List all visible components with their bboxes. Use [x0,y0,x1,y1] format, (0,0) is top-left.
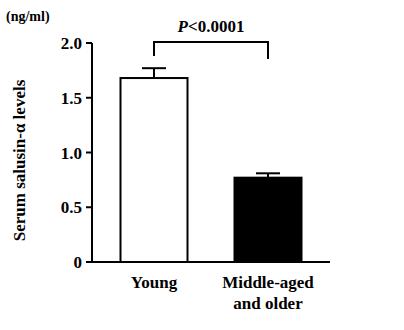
annotation: P<0.0001 [177,17,245,36]
y-tick [86,42,92,44]
chart: 0 0.5 1.0 1.5 2.0 Serum salusin-α levels (ng/m… [0,0,404,330]
y-axis-label: Serum salusin-α levels [10,79,29,241]
x-tick-label-line: Middle-aged [222,273,314,292]
y-tick [86,97,92,99]
bar [121,78,188,262]
error-bar [153,68,155,78]
bar [235,178,302,262]
error-cap [142,67,166,69]
significance-bracket [154,42,268,59]
y-tick-label: 1.5 [61,89,82,108]
y-tick [86,206,92,208]
x-tick-label-line: and older [233,294,303,313]
annotation-part: P [177,17,189,36]
y-tick-label: 0 [74,253,83,272]
y-tick-label: 2.0 [61,34,82,53]
error-cap [256,172,280,174]
x-tick-label-line: Young [131,273,178,292]
x-tick-label: Young [131,273,178,292]
annotation-part: <0.0001 [188,17,244,36]
x-tick-label: Middle-aged and older [222,273,314,313]
y-tick [86,261,92,263]
y-tick-label: 1.0 [61,144,82,163]
y-tick-label: 0.5 [61,198,82,217]
y-unit: (ng/ml) [6,9,50,25]
y-tick [86,152,92,154]
